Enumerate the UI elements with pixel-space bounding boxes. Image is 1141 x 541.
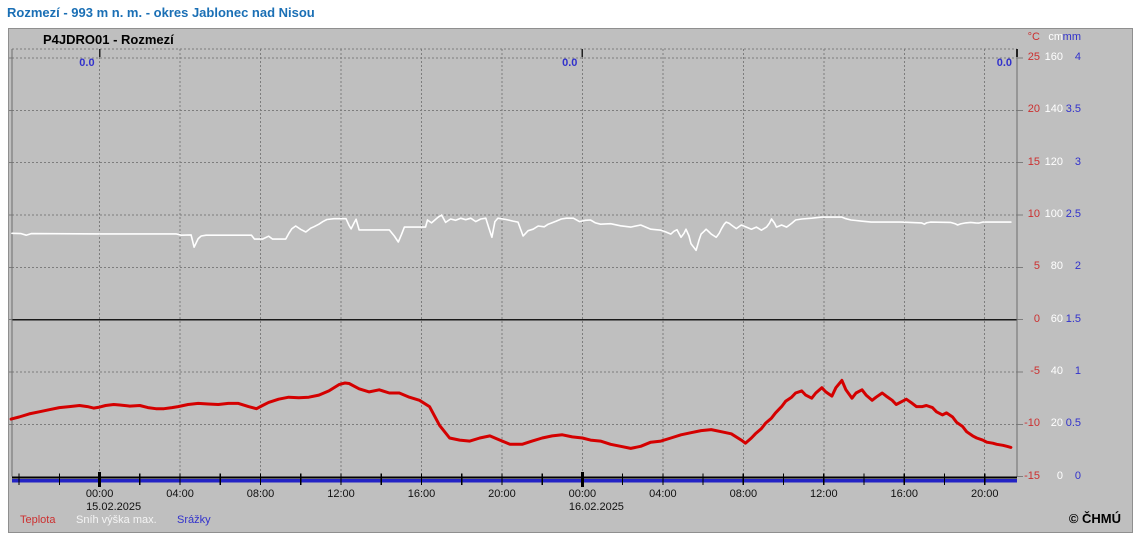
legend-temperature: Teplota — [20, 514, 56, 526]
precip-axis-tick: 3.5 — [1065, 103, 1081, 116]
precip-axis-unit: mm — [1062, 31, 1081, 43]
copyright: © ČHMÚ — [1068, 511, 1121, 526]
daily-precip-total: 0.0 — [996, 57, 1012, 69]
x-tick-label: 12:00 — [327, 488, 355, 500]
x-tick-label: 16:00 — [407, 488, 436, 500]
page-title: Rozmezí - 993 m n. m. - okres Jablonec n… — [7, 5, 315, 20]
x-tick-label: 00:00 — [85, 488, 114, 500]
temp-axis-tick: -10 — [1024, 417, 1040, 430]
legend-precipitation: Srážky — [177, 514, 211, 526]
temp-axis-tick: 20 — [1027, 103, 1040, 116]
temperature-line — [9, 378, 1013, 450]
snow-axis-tick: 20 — [1050, 417, 1063, 430]
precip-axis-tick: 3 — [1074, 155, 1081, 168]
date-label: 16.02.2025 — [568, 501, 624, 513]
x-tick-label: 12:00 — [810, 488, 838, 500]
snow-axis-unit: cm — [1048, 31, 1063, 43]
x-tick-label: 08:00 — [729, 488, 758, 500]
temp-axis-tick: -5 — [1030, 364, 1040, 377]
precip-axis-tick: 0 — [1074, 469, 1081, 482]
snow-axis-tick: 140 — [1044, 103, 1063, 116]
snow-axis-tick: 40 — [1050, 364, 1063, 377]
precip-axis-tick: 0.5 — [1065, 417, 1081, 430]
temp-axis-tick: -15 — [1024, 469, 1040, 482]
temp-axis-unit: °C — [1027, 31, 1040, 43]
temp-axis-tick: 15 — [1027, 155, 1040, 168]
legend-snow-height: Sníh výška max. — [76, 514, 157, 526]
temp-axis-tick: 25 — [1027, 51, 1040, 63]
chart-title: P4JDRO01 - Rozmezí — [43, 32, 174, 47]
temp-axis-tick: 0 — [1033, 312, 1040, 325]
temp-axis-tick: 10 — [1027, 207, 1040, 220]
snow-axis-tick: 60 — [1050, 312, 1063, 325]
x-tick-label: 08:00 — [246, 488, 275, 500]
x-tick-label: 20:00 — [488, 488, 516, 500]
precip-axis-tick: 1.5 — [1065, 312, 1081, 325]
plot-background — [12, 49, 1017, 478]
daily-precip-total: 0.0 — [79, 57, 95, 69]
precip-axis-tick: 1 — [1074, 364, 1081, 377]
date-label: 15.02.2025 — [86, 501, 142, 513]
daily-precip-total: 0.0 — [562, 57, 578, 69]
plot-area — [9, 48, 1023, 487]
snow-axis-tick: 160 — [1044, 51, 1063, 63]
chart-panel: P4JDRO01 - Rozmezí °C cm mm 25 160 4 20 140 3… — [8, 28, 1133, 533]
x-tick-label: 00:00 — [568, 488, 597, 500]
x-tick-label: 16:00 — [890, 488, 919, 500]
x-tick-label: 04:00 — [166, 488, 194, 500]
precip-axis-tick: 2.5 — [1065, 207, 1081, 220]
temp-axis-tick: 5 — [1033, 260, 1040, 273]
snow-axis-tick: 80 — [1050, 260, 1063, 273]
snow-axis-tick: 100 — [1044, 207, 1063, 220]
x-tick-label: 20:00 — [970, 488, 999, 500]
legend: Teplota Sníh výška max. Srážky — [9, 514, 1132, 530]
snow-height-line — [11, 214, 1012, 252]
snow-axis-tick: 0 — [1056, 469, 1063, 482]
snow-axis-tick: 120 — [1044, 155, 1063, 168]
x-tick-label: 04:00 — [649, 488, 677, 500]
precip-axis-tick: 4 — [1074, 51, 1081, 63]
precip-axis-tick: 2 — [1074, 260, 1081, 273]
